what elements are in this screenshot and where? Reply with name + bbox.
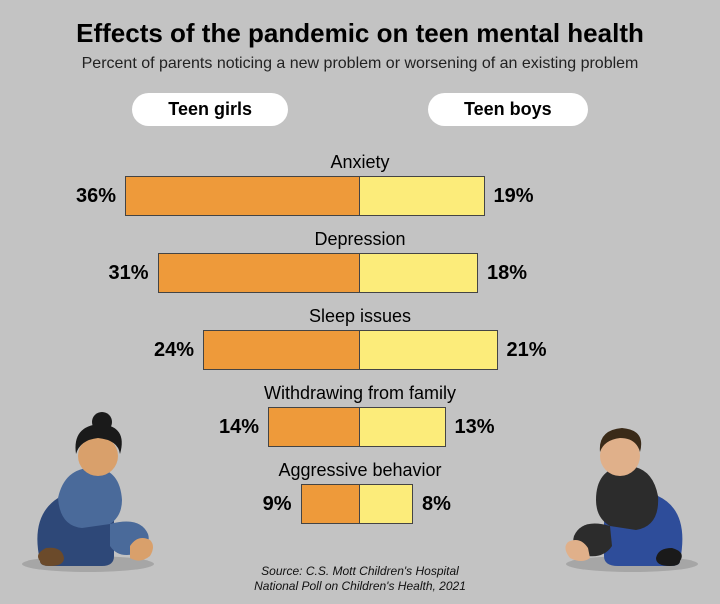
boys-value: 8% xyxy=(412,493,461,516)
boys-value: 19% xyxy=(484,185,544,208)
legend-boys: Teen boys xyxy=(428,93,588,126)
girls-value: 9% xyxy=(253,493,302,516)
boys-bar xyxy=(360,177,484,215)
category-label: Withdrawing from family xyxy=(0,383,720,404)
boys-value: 21% xyxy=(497,339,557,362)
girls-bar xyxy=(126,177,360,215)
girls-bar xyxy=(269,408,360,446)
category-label: Anxiety xyxy=(0,152,720,173)
bar-row: Anxiety 36% 19% xyxy=(0,152,720,215)
boys-bar xyxy=(360,254,477,292)
source-line1: Source: C.S. Mott Children's Hospital xyxy=(0,564,720,579)
boys-bar xyxy=(360,331,497,369)
girls-value: 36% xyxy=(66,185,126,208)
chart-title: Effects of the pandemic on teen mental h… xyxy=(0,0,720,49)
bar-line: 36% 19% xyxy=(0,177,720,215)
category-label: Depression xyxy=(0,229,720,250)
boys-value: 13% xyxy=(445,416,505,439)
chart-subtitle: Percent of parents noticing a new proble… xyxy=(0,49,720,73)
girls-bar xyxy=(204,331,360,369)
infographic-container: Effects of the pandemic on teen mental h… xyxy=(0,0,720,604)
bar-line: 31% 18% xyxy=(0,254,720,292)
legend-girls: Teen girls xyxy=(132,93,288,126)
legend: Teen girls Teen boys xyxy=(0,93,720,126)
girls-value: 31% xyxy=(98,262,158,285)
bar-row: Sleep issues 24% 21% xyxy=(0,306,720,369)
girl-illustration xyxy=(10,406,180,576)
source-line2: National Poll on Children's Health, 2021 xyxy=(0,579,720,594)
girls-bar xyxy=(302,485,361,523)
girls-value: 14% xyxy=(209,416,269,439)
source-citation: Source: C.S. Mott Children's Hospital Na… xyxy=(0,564,720,594)
girls-value: 24% xyxy=(144,339,204,362)
category-label: Sleep issues xyxy=(0,306,720,327)
girls-bar xyxy=(159,254,361,292)
bar-line: 24% 21% xyxy=(0,331,720,369)
bar-row: Depression 31% 18% xyxy=(0,229,720,292)
boys-value: 18% xyxy=(477,262,537,285)
boys-bar xyxy=(360,408,445,446)
boy-illustration xyxy=(540,406,710,576)
boys-bar xyxy=(360,485,412,523)
